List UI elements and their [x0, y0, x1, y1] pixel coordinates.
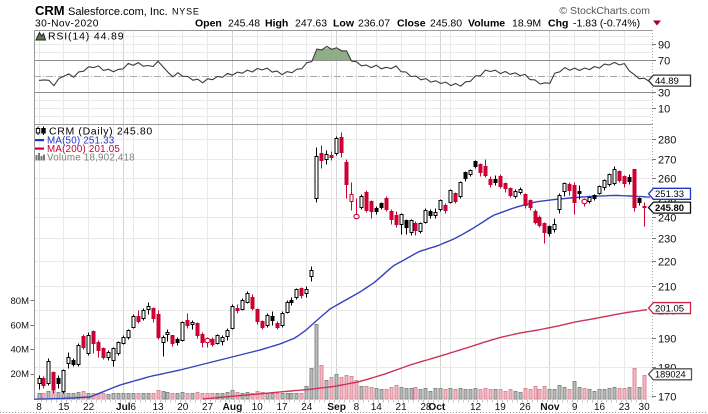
svg-text:10: 10	[658, 104, 670, 116]
svg-text:28: 28	[420, 402, 432, 413]
svg-text:20: 20	[177, 402, 189, 413]
svg-text:24: 24	[301, 402, 313, 413]
svg-text:27: 27	[202, 402, 214, 413]
svg-text:Close: Close	[397, 18, 426, 30]
svg-text:190: 190	[658, 334, 676, 346]
svg-text:251.33: 251.33	[655, 189, 684, 200]
svg-text:220: 220	[658, 257, 676, 269]
svg-text:26: 26	[520, 402, 532, 413]
svg-text:Oct: Oct	[428, 402, 446, 413]
svg-text:Aug: Aug	[222, 402, 242, 413]
svg-text:170: 170	[658, 392, 676, 404]
svg-text:Jul: Jul	[116, 402, 131, 413]
svg-text:MA(50) 251.33: MA(50) 251.33	[47, 136, 115, 147]
svg-text:230: 230	[658, 234, 676, 246]
svg-text:Chg: Chg	[548, 18, 568, 30]
svg-text:Salesforce.com, Inc.: Salesforce.com, Inc.	[68, 6, 168, 18]
svg-text:CRM: CRM	[35, 3, 65, 18]
svg-text:13: 13	[152, 402, 164, 413]
svg-text:16: 16	[594, 402, 606, 413]
svg-text:90: 90	[658, 40, 670, 52]
svg-text:240: 240	[658, 213, 676, 225]
svg-text:Open: Open	[195, 18, 222, 30]
svg-text:12: 12	[470, 402, 482, 413]
svg-text:High: High	[265, 18, 288, 30]
svg-text:236.07: 236.07	[358, 18, 390, 30]
svg-text:245.48: 245.48	[228, 18, 260, 30]
svg-text:23: 23	[619, 402, 631, 413]
svg-text:Sep: Sep	[327, 402, 346, 413]
svg-text:280: 280	[658, 135, 676, 147]
svg-text:Nov: Nov	[540, 402, 560, 413]
svg-text:19: 19	[495, 402, 507, 413]
svg-text:260: 260	[658, 174, 676, 186]
svg-text:30: 30	[658, 88, 670, 100]
svg-text:60M: 60M	[11, 320, 30, 331]
svg-text:Volume: Volume	[468, 18, 505, 30]
svg-text:245.80: 245.80	[430, 18, 462, 30]
svg-text:201.05: 201.05	[655, 303, 684, 314]
svg-text:21: 21	[396, 402, 408, 413]
svg-text:17: 17	[276, 402, 288, 413]
svg-text:40M: 40M	[11, 345, 30, 356]
svg-text:6: 6	[130, 402, 136, 413]
svg-text:44.89: 44.89	[655, 76, 679, 87]
svg-text:80M: 80M	[11, 296, 30, 307]
svg-text:© StockCharts.com: © StockCharts.com	[559, 5, 650, 17]
svg-text:8: 8	[354, 402, 360, 413]
svg-text:22: 22	[83, 402, 95, 413]
svg-text:14: 14	[371, 402, 383, 413]
svg-text:245.80: 245.80	[655, 203, 684, 214]
svg-text:10: 10	[252, 402, 264, 413]
svg-text:9: 9	[572, 402, 578, 413]
svg-text:20M: 20M	[11, 369, 30, 380]
svg-text:Low: Low	[333, 18, 355, 30]
svg-text:30-Nov-2020: 30-Nov-2020	[35, 19, 99, 30]
svg-text:-1.83 (-0.74%): -1.83 (-0.74%)	[573, 18, 640, 30]
svg-text:189024: 189024	[655, 370, 686, 380]
svg-text:RSI(14) 44.89: RSI(14) 44.89	[48, 31, 124, 43]
svg-text:210: 210	[658, 282, 676, 294]
svg-text:Volume 18,902,418: Volume 18,902,418	[47, 153, 135, 164]
svg-text:30: 30	[639, 402, 651, 413]
svg-text:MA(200) 201.05: MA(200) 201.05	[47, 144, 120, 155]
svg-text:CRM (Daily) 245.80: CRM (Daily) 245.80	[49, 126, 153, 138]
svg-text:70: 70	[658, 56, 670, 68]
svg-text:NYSE: NYSE	[172, 7, 200, 17]
svg-text:15: 15	[58, 402, 70, 413]
svg-text:247.63: 247.63	[295, 18, 327, 30]
svg-text:270: 270	[658, 155, 676, 167]
svg-text:18.9M: 18.9M	[512, 18, 541, 30]
svg-text:8: 8	[36, 402, 42, 413]
